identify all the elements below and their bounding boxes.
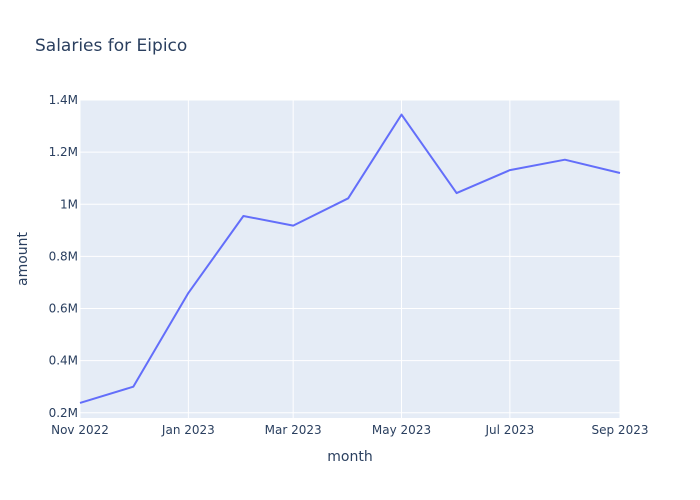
y-tick-label: 0.6M <box>49 302 78 316</box>
x-tick-labels: Nov 2022 Jan 2023 Mar 2023 May 2023 Jul 2023… <box>51 423 648 437</box>
y-axis-title: amount <box>15 231 31 286</box>
chart-title: Salaries for Eipico <box>35 36 187 56</box>
y-tick-label: 1.4M <box>49 93 78 107</box>
x-tick-label: Nov 2022 <box>51 423 109 437</box>
y-gridlines <box>80 99 620 414</box>
y-tick-label: 1.2M <box>49 145 78 159</box>
y-tick-label: 1M <box>60 197 78 211</box>
plot-area <box>80 100 620 418</box>
x-tick-label: Sep 2023 <box>592 423 649 437</box>
y-tick-label: 0.8M <box>49 249 78 263</box>
x-axis-title: month <box>327 449 372 465</box>
y-tick-label: 0.4M <box>49 354 78 368</box>
x-tick-label: Jan 2023 <box>161 423 215 437</box>
y-tick-labels: 0.2M 0.4M 0.6M 0.8M 1M 1.2M 1.4M <box>49 93 78 420</box>
x-tick-label: Jul 2023 <box>484 423 534 437</box>
series-line <box>79 113 621 404</box>
x-tick-label: May 2023 <box>372 423 431 437</box>
y-tick-label: 0.2M <box>49 406 78 420</box>
x-gridlines <box>79 100 621 418</box>
x-tick-label: Mar 2023 <box>265 423 322 437</box>
